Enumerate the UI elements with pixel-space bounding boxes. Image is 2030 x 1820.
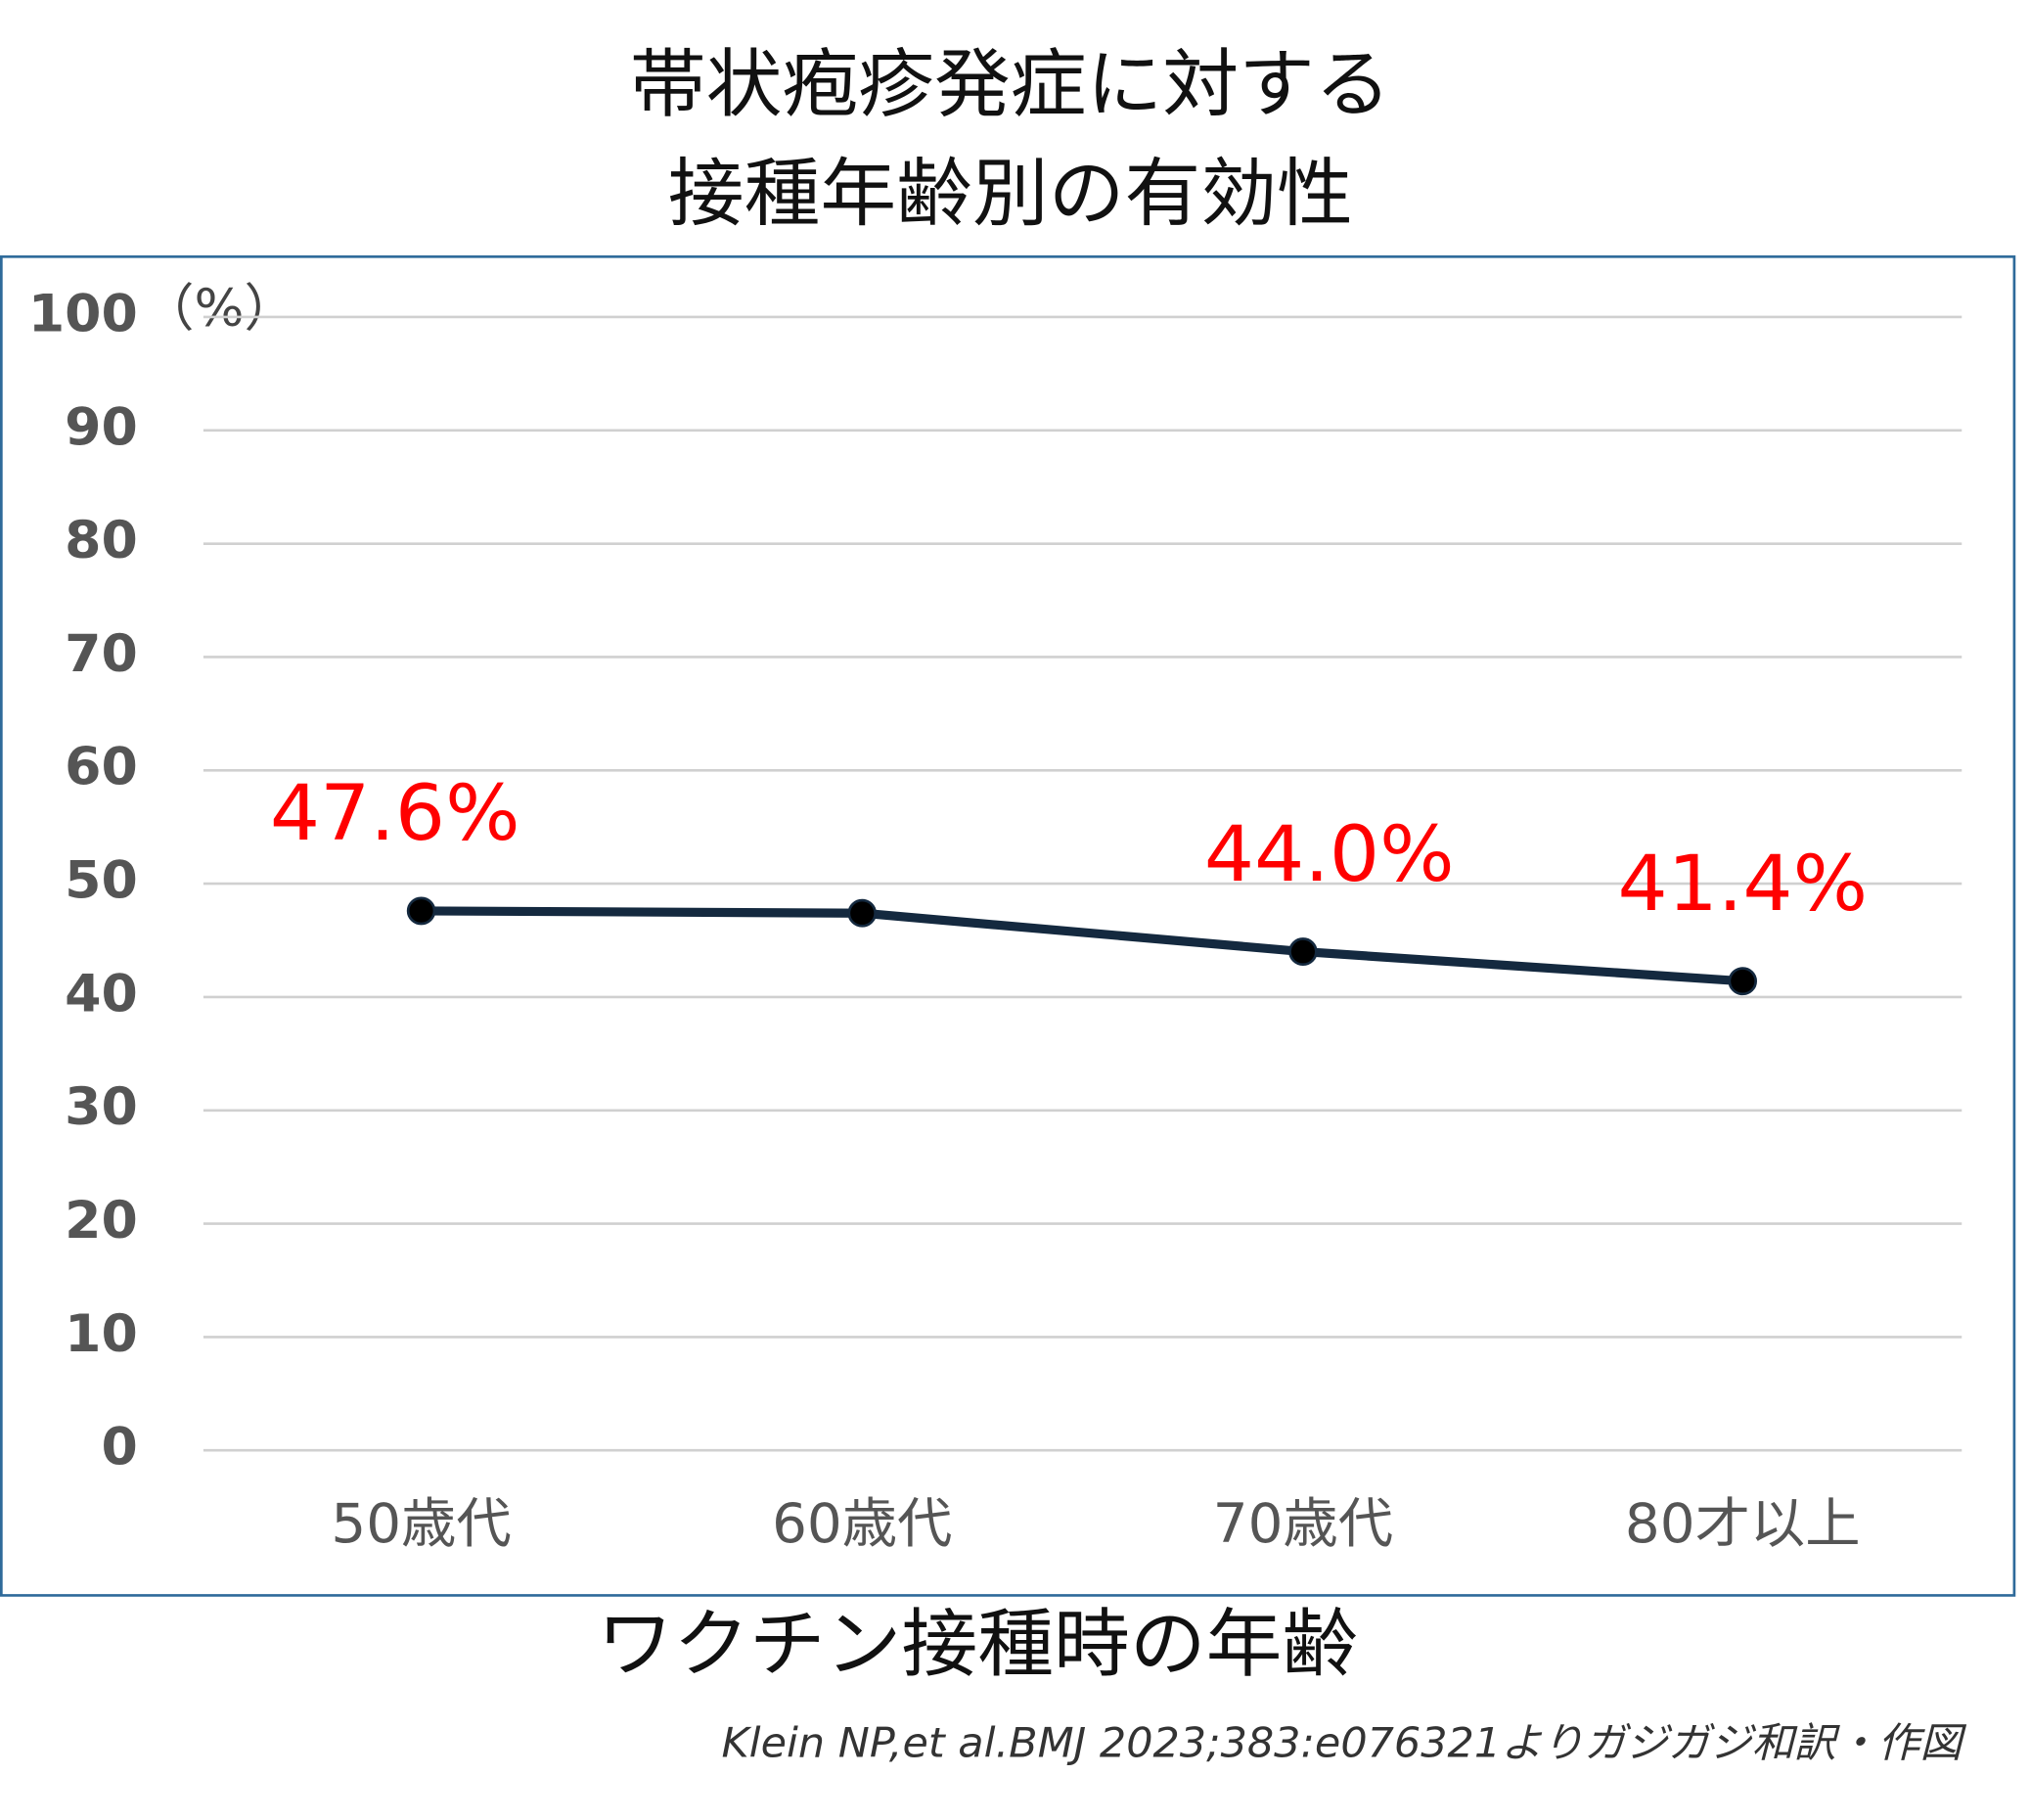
y-tick-label: 40 (65, 964, 138, 1024)
y-tick-label: 60 (65, 737, 138, 796)
y-axis-label: （%） (142, 279, 296, 339)
y-tick-label: 80 (65, 511, 138, 570)
y-tick-label: 50 (65, 850, 138, 910)
x-tick-label: 50歳代 (331, 1492, 511, 1555)
x-tick-label: 70歳代 (1213, 1492, 1393, 1555)
data-label: 41.4% (1617, 839, 1868, 929)
data-label: 44.0% (1204, 809, 1455, 899)
y-tick-label: 20 (65, 1191, 138, 1251)
plot-frame (0, 255, 2016, 1597)
y-tick-label: 90 (65, 397, 138, 457)
y-tick-label: 30 (65, 1077, 138, 1137)
x-tick-label: 80才以上 (1625, 1492, 1861, 1555)
y-tick-label: 10 (65, 1303, 138, 1363)
chart-title: 接種年齢別の有効性 (668, 152, 1353, 238)
source-note: Klein NP,et al.BMJ 2023;383:e076321よりガジガ… (722, 1720, 1967, 1767)
x-axis-title: ワクチン接種時の年齢 (597, 1602, 1358, 1688)
data-point (406, 896, 436, 926)
y-tick-label: 70 (65, 623, 138, 683)
chart-title: 帯状疱疹発症に対する (630, 42, 1391, 128)
data-point (847, 898, 877, 928)
x-tick-label: 60歳代 (772, 1492, 952, 1555)
line-series (421, 906, 1743, 986)
data-point (1288, 937, 1318, 967)
y-tick-label: 0 (102, 1417, 138, 1477)
data-point (1728, 967, 1758, 996)
data-label: 47.6% (270, 768, 520, 858)
y-tick-label: 100 (28, 284, 138, 343)
